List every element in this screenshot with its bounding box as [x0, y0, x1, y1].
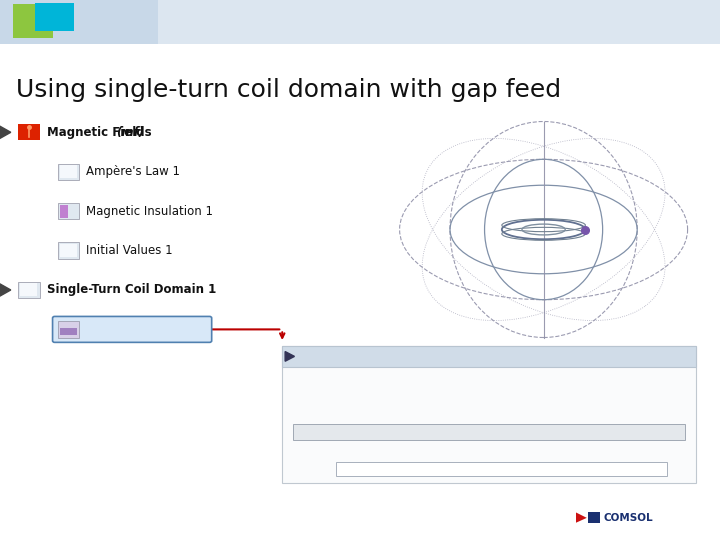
FancyBboxPatch shape — [53, 316, 212, 342]
Text: (mf): (mf) — [116, 126, 144, 139]
Bar — [35, 3, 74, 31]
Bar — [293, 424, 685, 440]
Text: Single-Turn Coil Domain: Single-Turn Coil Domain — [298, 352, 425, 361]
Text: Using single-turn coil domain with gap feed: Using single-turn coil domain with gap f… — [16, 78, 561, 102]
Bar — [18, 282, 40, 298]
Bar — [58, 242, 79, 259]
Bar — [20, 284, 37, 296]
Text: Coil name:: Coil name: — [293, 378, 341, 387]
Text: Initial Values 1: Initial Values 1 — [86, 244, 173, 257]
Bar — [18, 124, 40, 140]
Bar — [0, 0, 158, 44]
Text: $I_{\rm coil}$: $I_{\rm coil}$ — [293, 462, 308, 475]
Text: Single-Turn Coil Domain 1: Single-Turn Coil Domain 1 — [47, 284, 216, 296]
Text: 1[A]: 1[A] — [342, 464, 362, 474]
Text: Magnetic Fields: Magnetic Fields — [47, 126, 156, 139]
Polygon shape — [576, 512, 587, 523]
Bar — [282, 346, 696, 483]
Polygon shape — [285, 352, 294, 361]
Text: Coil excitation:: Coil excitation: — [293, 411, 361, 420]
Bar — [60, 205, 68, 218]
Text: ▼: ▼ — [675, 429, 680, 435]
Text: COMSOL: COMSOL — [603, 513, 653, 523]
Bar — [588, 512, 600, 523]
Bar — [282, 346, 696, 367]
Bar — [58, 203, 79, 219]
Bar — [336, 462, 667, 476]
Bar — [0, 0, 720, 44]
Text: 1: 1 — [293, 394, 300, 403]
Bar — [60, 165, 77, 178]
Bar — [58, 321, 79, 338]
Bar — [58, 164, 79, 180]
Text: Ampère's Law 1: Ampère's Law 1 — [86, 165, 181, 178]
Text: Magnetic Insulation 1: Magnetic Insulation 1 — [86, 205, 213, 218]
Text: Gap Feed 1: Gap Feed 1 — [86, 323, 153, 336]
Text: Current: Current — [299, 427, 336, 437]
Polygon shape — [0, 126, 11, 139]
Polygon shape — [0, 284, 11, 296]
Bar — [60, 327, 77, 335]
Bar — [60, 244, 77, 257]
Bar — [13, 4, 53, 38]
Text: Coil current:: Coil current: — [293, 448, 348, 457]
Text: A: A — [682, 464, 688, 473]
